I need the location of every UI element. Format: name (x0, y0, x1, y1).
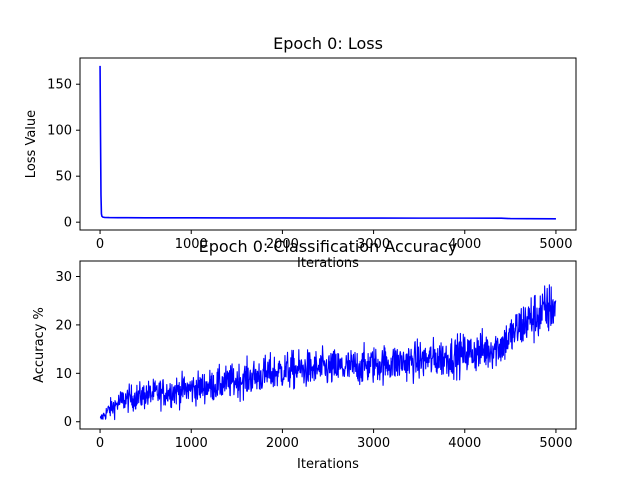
accuracy-xtick-label: 5000 (539, 436, 572, 451)
loss-ytick-label: 50 (55, 170, 72, 185)
loss-xtick-label: 1000 (175, 237, 208, 252)
accuracy-axis-ticks: 0 1000 2000 3000 4000 5000 0 10 20 30 (55, 270, 572, 451)
accuracy-xtick-label: 3000 (357, 436, 390, 451)
accuracy-axes-frame (79, 260, 577, 430)
accuracy-xtick-label: 0 (96, 436, 104, 451)
accuracy-xtick-label: 2000 (266, 436, 299, 451)
accuracy-ytick-label: 10 (55, 367, 72, 382)
loss-xtick-label: 4000 (448, 237, 481, 252)
accuracy-ylabel: Accuracy % (32, 307, 47, 383)
loss-series-line (99, 65, 556, 220)
accuracy-ytick-label: 20 (55, 318, 72, 333)
loss-xlabel: Iterations (297, 256, 359, 271)
accuracy-xtick-label: 4000 (448, 436, 481, 451)
accuracy-ytick-label: 30 (55, 270, 72, 285)
loss-xtick-label: 5000 (539, 237, 572, 252)
loss-ytick-label: 0 (64, 216, 72, 231)
loss-ytick-label: 100 (47, 124, 72, 139)
loss-xtick-label: 0 (96, 237, 104, 252)
loss-ylabel: Loss Value (24, 110, 39, 178)
loss-title: Epoch 0: Loss (273, 34, 383, 53)
loss-xtick-label: 3000 (357, 237, 390, 252)
loss-subplot: Epoch 0: Loss 0 1000 2000 3000 4000 5000 0 50 10… (24, 34, 577, 271)
loss-xtick-label: 2000 (266, 237, 299, 252)
loss-axis-ticks: 0 1000 2000 3000 4000 5000 0 50 100 150 (47, 78, 572, 252)
loss-ytick-label: 150 (47, 78, 72, 93)
accuracy-xlabel: Iterations (297, 457, 359, 472)
accuracy-title: Epoch 0: Classification Accuracy (199, 237, 458, 256)
accuracy-ytick-label: 0 (64, 415, 72, 430)
accuracy-xtick-label: 1000 (175, 436, 208, 451)
loss-axes-frame (79, 57, 577, 231)
accuracy-series-line (99, 284, 557, 421)
